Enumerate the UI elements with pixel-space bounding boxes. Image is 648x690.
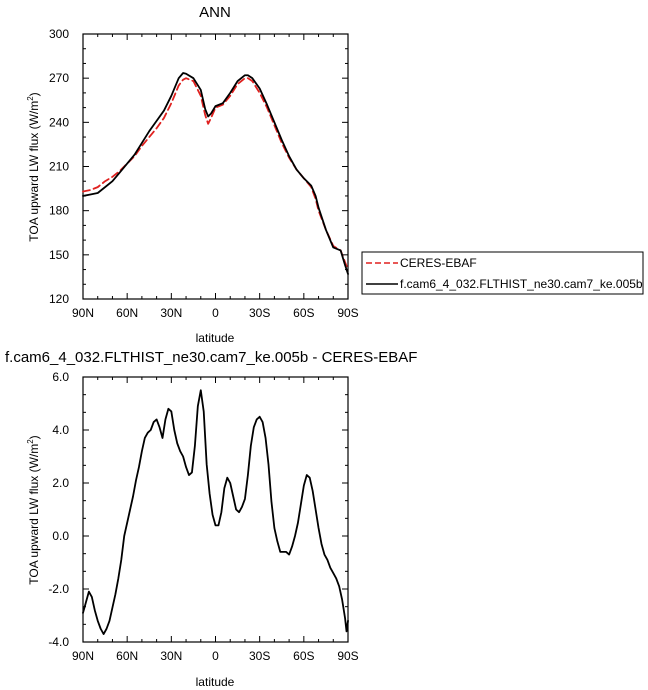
top-chart-y-axis-title-main: TOA upward LW flux (W/m — [27, 101, 41, 242]
bottom-chart-x-tick-label: 90S — [337, 649, 358, 663]
top-chart-x-tick-label: 60S — [293, 306, 314, 320]
top-chart-series-line-1 — [82, 72, 349, 275]
top-chart-x-tick-label: 90N — [72, 306, 94, 320]
bottom-chart-x-tick-label: 30S — [249, 649, 270, 663]
top-chart-title: ANN — [199, 4, 231, 21]
bottom-chart-y-axis-title-sup: 2 — [26, 439, 35, 444]
legend-label-model: f.cam6_4_032.FLTHIST_ne30.cam7_ke.005b — [400, 277, 643, 291]
top-chart-y-tick-label: 150 — [49, 248, 69, 262]
bottom-chart-y-axis-title-main: TOA upward LW flux (W/m — [27, 444, 41, 585]
top-chart-x-tick-label: 0 — [212, 306, 219, 320]
top-chart-y-tick-label: 180 — [49, 204, 69, 218]
legend: CERES-EBAF f.cam6_4_032.FLTHIST_ne30.cam… — [361, 251, 644, 295]
bottom-chart-y-tick-label: 6.0 — [52, 370, 69, 384]
bottom-chart-x-tick-label: 30N — [160, 649, 182, 663]
legend-label-ceres: CERES-EBAF — [400, 256, 477, 270]
bottom-chart-x-axis-title: latitude — [196, 675, 235, 689]
top-chart-y-tick-label: 240 — [49, 115, 69, 129]
top-chart-y-axis-title: TOA upward LW flux (W/m2) — [26, 92, 41, 241]
top-chart-y-tick-label: 120 — [49, 292, 69, 306]
top-chart-y-axis-title-end: ) — [27, 92, 41, 96]
bottom-chart-series-line-0 — [82, 389, 349, 635]
top-chart-y-tick-label: 210 — [49, 160, 69, 174]
top-chart-frame — [82, 33, 349, 300]
top-chart-x-tick-label: 30N — [160, 306, 182, 320]
bottom-chart-series-layer — [82, 389, 349, 635]
bottom-chart: f.cam6_4_032.FLTHIST_ne30.cam7_ke.005b -… — [5, 349, 417, 689]
bottom-chart-tick-layer: 90N 60N 30N 0 30S 60S 90S -4.0 -2.0 0.0 2.0 4.0 6.0 — [48, 370, 358, 663]
bottom-chart-y-tick-label: 0.0 — [52, 529, 69, 543]
bottom-chart-y-tick-label: 2.0 — [52, 476, 69, 490]
bottom-chart-y-axis-title-end: ) — [27, 435, 41, 439]
top-chart-x-tick-label: 90S — [337, 306, 358, 320]
bottom-chart-x-tick-label: 60N — [116, 649, 138, 663]
top-chart-y-axis-title-sup: 2 — [26, 96, 35, 101]
top-chart-tick-layer: 90N 60N 30N 0 30S 60S 90S 120 150 180 210 240 270 300 — [49, 27, 359, 320]
bottom-chart-frame — [82, 376, 349, 643]
top-chart-x-axis-title: latitude — [196, 331, 235, 345]
bottom-chart-y-axis-title: TOA upward LW flux (W/m2) — [26, 435, 41, 584]
top-chart-series-layer — [82, 72, 349, 275]
bottom-chart-y-tick-label: -4.0 — [48, 635, 69, 649]
top-chart-y-tick-label: 270 — [49, 71, 69, 85]
bottom-chart-x-tick-label: 60S — [293, 649, 314, 663]
bottom-chart-x-tick-label: 0 — [212, 649, 219, 663]
top-chart: ANN 90N 60N 30N 0 30S 60S 90S 120 150 180 210 240 27… — [26, 4, 359, 345]
top-chart-x-tick-label: 30S — [249, 306, 270, 320]
bottom-chart-title: f.cam6_4_032.FLTHIST_ne30.cam7_ke.005b -… — [5, 349, 417, 366]
bottom-chart-x-tick-label: 90N — [72, 649, 94, 663]
bottom-chart-y-tick-label: 4.0 — [52, 423, 69, 437]
bottom-chart-plot-border — [82, 376, 349, 643]
top-chart-x-tick-label: 60N — [116, 306, 138, 320]
top-chart-y-tick-label: 300 — [49, 27, 69, 41]
top-chart-plot-border — [82, 33, 349, 300]
legend-box — [361, 251, 644, 295]
bottom-chart-y-tick-label: -2.0 — [48, 582, 69, 596]
